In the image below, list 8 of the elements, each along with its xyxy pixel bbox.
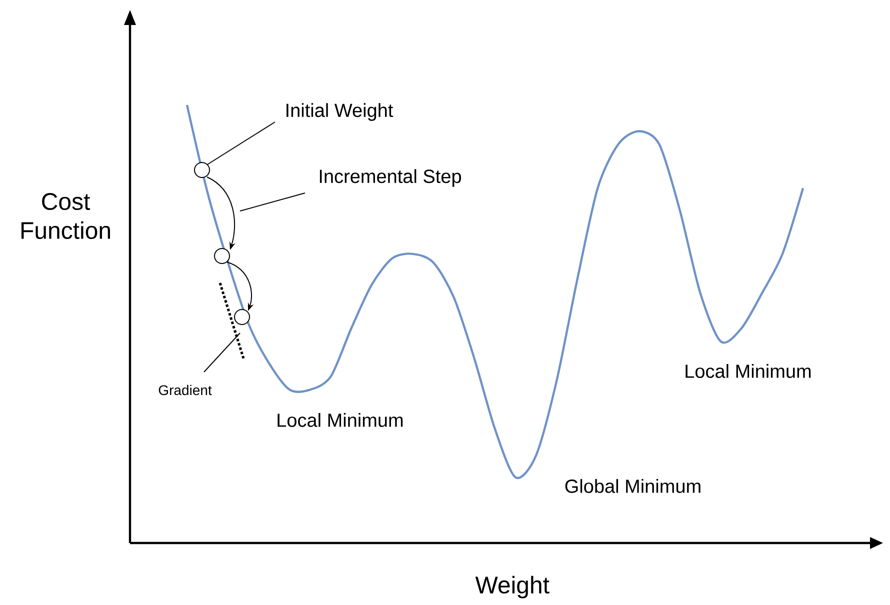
annotation: Gradient	[158, 384, 212, 396]
annotation: Local Minimum	[278, 413, 403, 427]
annotation: Local Minimum	[686, 364, 811, 378]
annotation: Global Minimum	[565, 479, 700, 493]
y-axis-title: Cost Function	[21, 193, 110, 240]
x-axis-title: Weight	[475, 576, 550, 598]
annotation: Incremental Step	[320, 169, 461, 187]
annotation: Initial Weight	[286, 103, 394, 121]
